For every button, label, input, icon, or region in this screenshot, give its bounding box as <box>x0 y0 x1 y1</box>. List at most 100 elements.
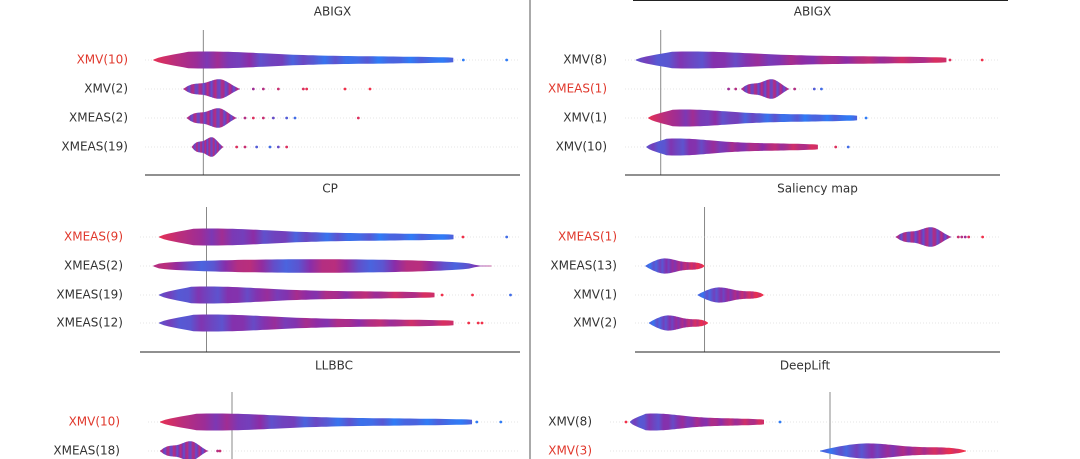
violin-panel-4: Saliency map XMEAS(1) XMEAS(13) XMV(1) XMV(2… <box>550 182 1000 353</box>
feature-label: XMV(10) <box>69 415 120 429</box>
feature-label: XMV(2) <box>84 82 128 96</box>
feature-label: XMV(10) <box>77 53 128 67</box>
outlier-point <box>218 449 222 453</box>
outlier-point <box>301 87 305 91</box>
outlier-point <box>285 116 289 120</box>
feature-label: XMEAS(1) <box>558 230 617 244</box>
outlier-point <box>967 235 971 239</box>
violin-body <box>159 228 454 246</box>
panel-title: DeepLift <box>780 359 831 373</box>
outlier-point <box>276 145 280 149</box>
outlier-point <box>271 116 275 120</box>
outlier-point <box>480 321 484 325</box>
outlier-point <box>793 87 797 91</box>
feature-label: XMEAS(19) <box>61 140 128 154</box>
violin-body <box>159 314 454 332</box>
violin-body <box>648 109 858 127</box>
feature-label: XMEAS(18) <box>53 444 120 458</box>
outlier-point <box>293 116 297 120</box>
violin-body <box>648 315 708 331</box>
feature-label: XMEAS(2) <box>64 259 123 273</box>
panel-title: LLBBC <box>315 359 353 373</box>
outlier-point <box>734 87 738 91</box>
outlier-point <box>276 87 280 91</box>
violin-body <box>820 443 966 459</box>
outlier-point <box>505 235 509 239</box>
outlier-point <box>981 235 985 239</box>
outlier-point <box>467 321 471 325</box>
outlier-point <box>461 58 465 62</box>
violin-body <box>183 79 240 99</box>
violin-body <box>645 258 705 274</box>
outlier-point <box>864 116 868 120</box>
outlier-point <box>235 145 239 149</box>
outlier-point <box>980 58 984 62</box>
outlier-point <box>356 116 360 120</box>
feature-label: XMV(1) <box>563 111 607 125</box>
violin-panel-3: CP XMEAS(9) XMEAS(2) XMEAS(19) XMEAS(12) <box>56 182 520 353</box>
outlier-point <box>846 145 850 149</box>
feature-label: XMEAS(12) <box>56 316 123 330</box>
outlier-point <box>368 87 372 91</box>
feature-label: XMV(10) <box>556 140 607 154</box>
violin-body <box>153 259 492 273</box>
violin-body <box>186 108 237 128</box>
violin-panel-2: ABIGX XMV(8) XMEAS(1) XMV(1) XMV(10) <box>548 0 1008 176</box>
outlier-point <box>285 145 289 149</box>
violin-panel-5: LLBBC XMV(10) XMEAS(18) <box>53 359 520 459</box>
outlier-point <box>624 420 628 424</box>
outlier-point <box>820 87 823 91</box>
violin-body <box>697 287 764 303</box>
panel-title: ABIGX <box>314 5 352 19</box>
outlier-point <box>216 449 220 453</box>
outlier-point <box>461 235 465 239</box>
feature-label: XMV(3) <box>548 444 592 458</box>
violin-body <box>741 79 790 99</box>
outlier-point <box>834 145 838 149</box>
feature-label: XMV(2) <box>573 316 617 330</box>
outlier-point <box>243 145 247 149</box>
feature-label: XMEAS(2) <box>69 111 128 125</box>
outlier-point <box>778 420 782 424</box>
feature-label: XMV(8) <box>563 53 607 67</box>
outlier-point <box>268 145 272 149</box>
outlier-point <box>255 145 259 149</box>
outlier-point <box>948 58 952 62</box>
feature-label: XMEAS(1) <box>548 82 607 96</box>
outlier-point <box>251 116 255 120</box>
violin-body <box>160 441 208 459</box>
feature-label: XMV(8) <box>548 415 592 429</box>
violin-body <box>646 138 818 156</box>
outlier-point <box>475 420 479 424</box>
panel-title: CP <box>322 182 338 196</box>
outlier-point <box>440 293 444 297</box>
outlier-point <box>727 87 730 91</box>
outlier-point <box>963 235 967 239</box>
outlier-point <box>471 293 474 297</box>
violin-body <box>191 137 224 157</box>
outlier-point <box>499 420 503 424</box>
feature-label: XMEAS(13) <box>550 259 617 273</box>
outlier-point <box>812 87 816 91</box>
outlier-point <box>960 235 964 239</box>
violin-panel-6: DeepLift XMV(8) XMV(3) <box>548 359 1000 459</box>
feature-label: XMEAS(19) <box>56 288 123 302</box>
violin-body <box>630 413 764 431</box>
feature-label: XMV(1) <box>573 288 617 302</box>
outlier-point <box>261 116 265 120</box>
outlier-point <box>251 87 255 91</box>
violin-body <box>160 413 472 431</box>
outlier-point <box>305 87 309 91</box>
panel-title: ABIGX <box>794 5 832 19</box>
feature-label: XMEAS(9) <box>64 230 123 244</box>
outlier-point <box>261 87 265 91</box>
violin-body <box>635 51 947 69</box>
outlier-point <box>956 235 960 239</box>
outlier-point <box>343 87 347 91</box>
violin-body <box>153 51 454 69</box>
panel-title: Saliency map <box>777 182 858 196</box>
outlier-point <box>509 293 512 297</box>
violin-body <box>159 286 435 304</box>
violin-panel-1: ABIGX XMV(10) XMV(2) XMEAS(2) XMEAS(19) <box>61 5 520 176</box>
